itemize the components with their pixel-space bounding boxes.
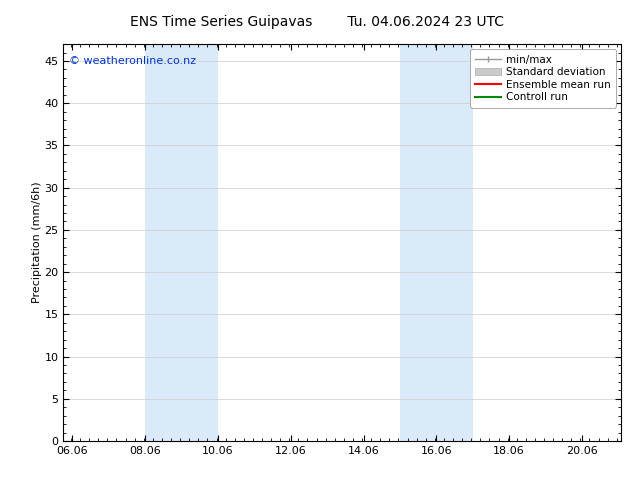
Text: © weatheronline.co.nz: © weatheronline.co.nz bbox=[69, 56, 196, 66]
Bar bbox=[400, 44, 473, 441]
Bar bbox=[145, 44, 218, 441]
Legend: min/max, Standard deviation, Ensemble mean run, Controll run: min/max, Standard deviation, Ensemble me… bbox=[470, 49, 616, 107]
Text: ENS Time Series Guipavas        Tu. 04.06.2024 23 UTC: ENS Time Series Guipavas Tu. 04.06.2024 … bbox=[130, 15, 504, 29]
Y-axis label: Precipitation (mm/6h): Precipitation (mm/6h) bbox=[32, 182, 42, 303]
